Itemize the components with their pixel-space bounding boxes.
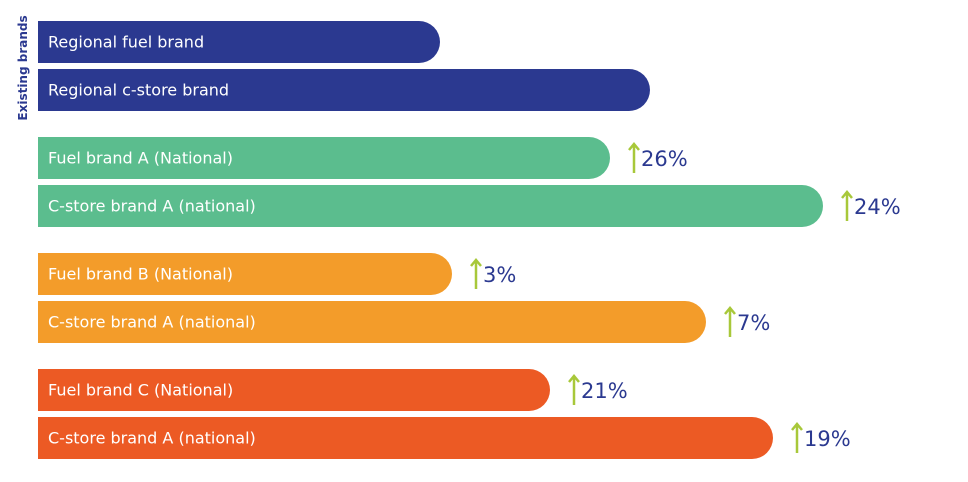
bar — [38, 369, 550, 411]
bar — [38, 69, 650, 111]
bar-label: Regional fuel brand — [48, 33, 204, 52]
bar-label: Fuel brand A (National) — [48, 149, 233, 168]
bar — [38, 253, 452, 295]
uplift-arrow — [470, 258, 482, 289]
bar-label: C-store brand A (national) — [48, 429, 256, 448]
uplift-arrow — [791, 422, 803, 453]
group-label: Existing brands — [16, 15, 30, 120]
bar-label: C-store brand A (national) — [48, 197, 256, 216]
uplift-arrow — [724, 306, 736, 337]
bar-label: Regional c-store brand — [48, 81, 229, 100]
uplift-label: 19% — [804, 427, 851, 451]
bar — [38, 301, 706, 343]
uplift-arrow — [568, 374, 580, 405]
uplift-arrow — [841, 190, 853, 221]
bar — [38, 417, 773, 459]
bar-label: Fuel brand C (National) — [48, 381, 233, 400]
uplift-label: 24% — [854, 195, 901, 219]
bar — [38, 21, 440, 63]
bar-label: C-store brand A (national) — [48, 313, 256, 332]
uplift-label: 3% — [483, 263, 516, 287]
uplift-arrow — [628, 142, 640, 173]
bar-label: Fuel brand B (National) — [48, 265, 233, 284]
bar — [38, 137, 610, 179]
uplift-label: 26% — [641, 147, 688, 171]
uplift-label: 7% — [737, 311, 770, 335]
uplift-label: 21% — [581, 379, 628, 403]
bar — [38, 185, 823, 227]
